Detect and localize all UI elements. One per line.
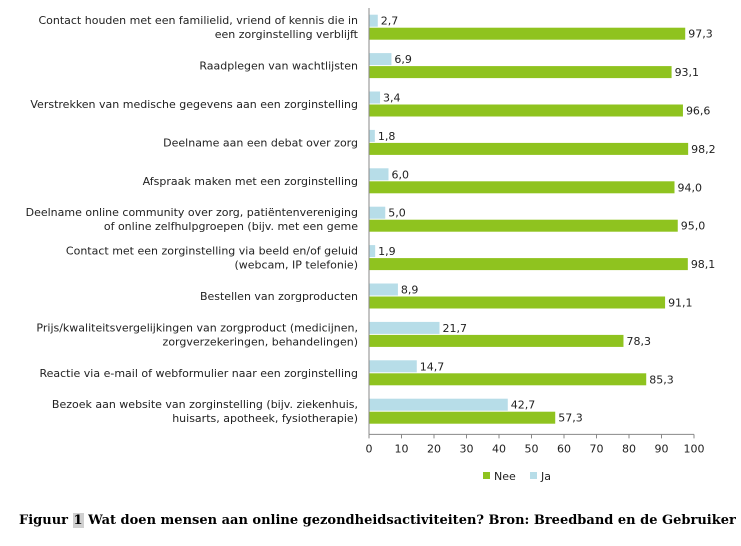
bar-chart: Contact houden met een familielid, vrien… bbox=[26, 8, 716, 483]
data-label: 2,7 bbox=[381, 15, 399, 28]
bar-ja bbox=[369, 360, 417, 373]
bar-nee bbox=[369, 142, 689, 155]
bar-nee bbox=[369, 181, 675, 194]
data-label: 3,4 bbox=[383, 92, 401, 105]
category-label: Afspraak maken met een zorginstelling bbox=[143, 175, 358, 188]
x-tick-label: 20 bbox=[427, 442, 441, 455]
x-tick-label: 80 bbox=[622, 442, 636, 455]
bar-nee bbox=[369, 296, 666, 309]
bar-ja bbox=[369, 206, 386, 219]
category-label: Reactie via e-mail of webformulier naar … bbox=[39, 367, 358, 380]
category-labels: Contact houden met een familielid, vrien… bbox=[26, 14, 359, 425]
bars bbox=[369, 14, 689, 424]
category-label: Bezoek aan website van zorginstelling (b… bbox=[52, 398, 358, 425]
category-label: Bestellen van zorgproducten bbox=[200, 290, 358, 303]
x-tick-label: 10 bbox=[395, 442, 409, 455]
data-label: 6,0 bbox=[392, 168, 410, 181]
data-label: 8,9 bbox=[401, 284, 419, 297]
x-tick-label: 70 bbox=[590, 442, 604, 455]
bar-ja bbox=[369, 53, 392, 66]
data-label: 5,0 bbox=[388, 207, 406, 220]
data-label: 97,3 bbox=[688, 28, 713, 41]
data-label: 1,9 bbox=[378, 245, 396, 258]
data-label: 78,3 bbox=[626, 335, 651, 348]
data-label: 98,1 bbox=[691, 258, 716, 271]
figure-caption: Figuur 1 Wat doen mensen aan online gezo… bbox=[19, 513, 736, 528]
bar-nee bbox=[369, 219, 678, 232]
data-label: 96,6 bbox=[686, 105, 711, 118]
x-tick-label: 100 bbox=[684, 442, 705, 455]
data-label: 1,8 bbox=[378, 130, 396, 143]
bar-nee bbox=[369, 411, 556, 424]
bar-ja bbox=[369, 91, 381, 104]
category-label: Verstrekken van medische gegevens aan ee… bbox=[30, 98, 358, 111]
bar-ja bbox=[369, 14, 378, 27]
data-label: 93,1 bbox=[675, 66, 700, 79]
data-label: 85,3 bbox=[649, 373, 674, 386]
caption-number: 1 bbox=[72, 513, 84, 528]
bar-ja bbox=[369, 398, 508, 411]
bar-ja bbox=[369, 129, 375, 142]
data-label: 98,2 bbox=[691, 143, 716, 156]
bar-ja bbox=[369, 245, 376, 258]
x-tick-label: 50 bbox=[525, 442, 539, 455]
x-tick-label: 60 bbox=[557, 442, 571, 455]
bar-nee bbox=[369, 334, 624, 347]
x-axis: 0 10 20 30 40 50 60 70 80 90 100 bbox=[366, 8, 705, 455]
category-label: Prijs/kwaliteitsvergelijkingen van zorgp… bbox=[36, 321, 358, 348]
category-label: Deelname aan een debat over zorg bbox=[163, 136, 358, 149]
category-label: Contact houden met een familielid, vrien… bbox=[38, 14, 358, 41]
caption-text: Wat doen mensen aan online gezondheidsac… bbox=[83, 513, 736, 528]
category-label: Contact met een zorginstelling via beeld… bbox=[66, 245, 358, 272]
bar-nee bbox=[369, 258, 688, 271]
x-tick-label: 90 bbox=[655, 442, 669, 455]
value-labels: 2,7 97,3 6,9 93,1 3,4 96,6 1,8 98,2 6,0 94,0 5,0 95… bbox=[378, 15, 716, 425]
bar-nee bbox=[369, 66, 672, 79]
data-label: 57,3 bbox=[558, 412, 583, 425]
x-tick-label: 0 bbox=[366, 442, 373, 455]
bar-ja bbox=[369, 283, 398, 296]
bar-ja bbox=[369, 321, 440, 334]
caption-prefix: Figuur bbox=[19, 513, 73, 528]
legend: Nee Ja bbox=[483, 470, 551, 483]
data-label: 42,7 bbox=[511, 399, 536, 412]
data-label: 14,7 bbox=[420, 360, 445, 373]
x-tick-label: 40 bbox=[492, 442, 506, 455]
bar-nee bbox=[369, 104, 683, 117]
data-label: 95,0 bbox=[681, 220, 706, 233]
bar-nee bbox=[369, 27, 686, 40]
legend-swatch bbox=[530, 472, 537, 479]
data-label: 91,1 bbox=[668, 297, 693, 310]
category-label: Raadplegen van wachtlijsten bbox=[199, 60, 358, 73]
data-label: 21,7 bbox=[443, 322, 468, 335]
data-label: 94,0 bbox=[678, 181, 703, 194]
x-tick-label: 30 bbox=[460, 442, 474, 455]
data-label: 6,9 bbox=[394, 53, 412, 66]
legend-swatch bbox=[483, 472, 490, 479]
legend-label: Ja bbox=[540, 470, 551, 483]
category-label: Deelname online community over zorg, pat… bbox=[26, 206, 359, 233]
legend-label: Nee bbox=[494, 470, 516, 483]
bar-ja bbox=[369, 168, 389, 181]
bar-nee bbox=[369, 373, 647, 386]
